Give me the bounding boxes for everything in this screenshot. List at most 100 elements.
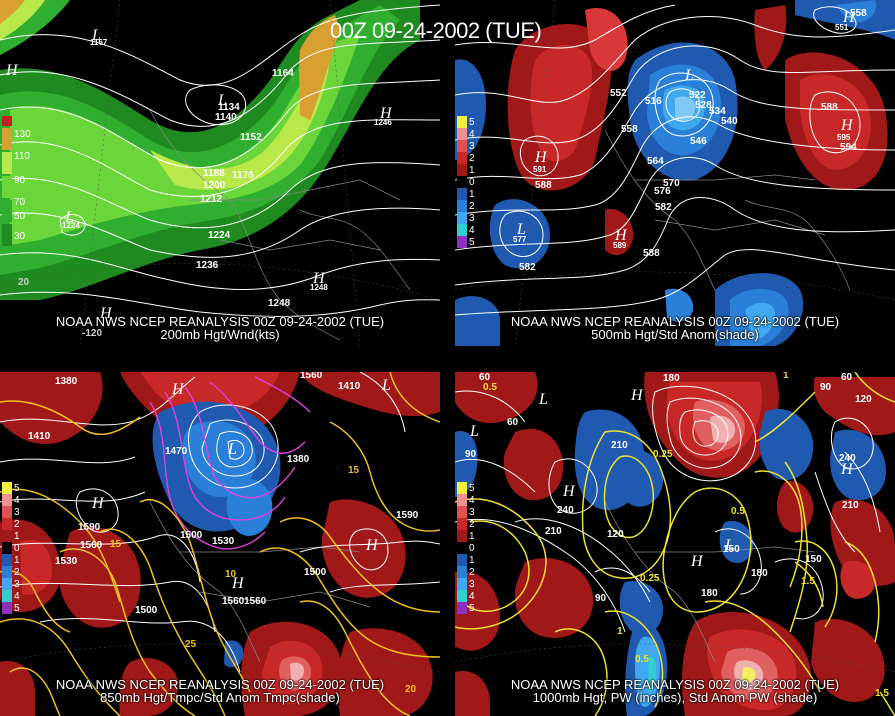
low-center: L bbox=[381, 377, 391, 394]
contour-label: 1380 bbox=[287, 454, 310, 465]
contour-label: 60 bbox=[479, 372, 491, 383]
contour-label: 588 bbox=[535, 180, 552, 191]
contour-label: 1500 bbox=[135, 605, 158, 616]
legend-label: 3 bbox=[14, 507, 20, 518]
contour-label: 210 bbox=[842, 500, 859, 511]
high-center: H bbox=[231, 575, 245, 592]
legend-swatch bbox=[457, 554, 467, 566]
high-center: H bbox=[690, 553, 704, 570]
legend-label: 1 bbox=[14, 555, 20, 566]
legend-swatch bbox=[457, 506, 467, 518]
contour-label: 180 bbox=[751, 568, 768, 579]
contour-label: 210 bbox=[611, 440, 628, 451]
legend-swatch bbox=[457, 518, 467, 530]
wind-legend: 130 110 90 70 50 30 bbox=[2, 116, 32, 256]
high-center: H bbox=[171, 381, 185, 398]
legend-swatch bbox=[457, 164, 467, 176]
low-center: L bbox=[516, 221, 526, 238]
contour-label: 1500 bbox=[180, 530, 203, 541]
contour-label: 1164 bbox=[272, 68, 294, 79]
contour-label: 534 bbox=[709, 106, 726, 117]
pw-label: 1 bbox=[617, 626, 623, 637]
legend-label: 4 bbox=[469, 591, 475, 602]
contour-label: 564 bbox=[647, 156, 664, 167]
lon-label: -120 bbox=[82, 328, 102, 339]
low-center: L bbox=[227, 441, 237, 458]
high-center: H bbox=[5, 62, 19, 79]
high-center: H bbox=[379, 105, 393, 122]
legend-swatch bbox=[457, 566, 467, 578]
legend-label: 0 bbox=[469, 177, 475, 188]
legend-swatch bbox=[457, 542, 467, 554]
legend-swatch bbox=[2, 590, 12, 602]
pw-label: 0.5 bbox=[483, 382, 497, 393]
pw-label: 1.5 bbox=[801, 576, 815, 587]
high-center: H bbox=[365, 537, 379, 554]
contour-label: 577 bbox=[513, 235, 527, 244]
contour-label: 1560 bbox=[244, 596, 267, 607]
contour-label: 1176 bbox=[232, 170, 254, 181]
legend-label: 30 bbox=[14, 231, 26, 242]
high-center: H bbox=[99, 305, 113, 322]
map-500mb: 552 558 516 522 528 534 540 546 564 570 … bbox=[455, 0, 895, 346]
legend-label: 50 bbox=[14, 211, 26, 222]
contour-label: 150 bbox=[723, 544, 740, 555]
legend-label: 5 bbox=[14, 483, 20, 494]
anomaly-legend: 5 4 3 2 1 0 1 2 3 4 5 bbox=[457, 482, 487, 622]
contour-label: 240 bbox=[839, 453, 856, 464]
contour-label: 528 bbox=[695, 100, 712, 111]
legend-label: 2 bbox=[14, 519, 20, 530]
panel-caption: NOAA NWS NCEP REANALYSIS 00Z 09-24-2002 … bbox=[455, 678, 895, 704]
panel-caption: NOAA NWS NCEP REANALYSIS 00Z 09-24-2002 … bbox=[455, 315, 895, 341]
pw-label: 0.5 bbox=[635, 654, 649, 665]
legend-swatch bbox=[2, 506, 12, 518]
contour-label: 1212 bbox=[200, 194, 223, 205]
contour-label: 591 bbox=[533, 165, 547, 174]
legend-label: 2 bbox=[469, 153, 475, 164]
high-center: H bbox=[91, 495, 105, 512]
pw-label: 0.5 bbox=[731, 506, 745, 517]
legend-label: 5 bbox=[14, 603, 20, 614]
legend-label: 5 bbox=[469, 117, 475, 128]
low-center: L bbox=[684, 67, 694, 84]
temp-label: 20 bbox=[405, 684, 417, 695]
legend-label: 0 bbox=[14, 543, 20, 554]
caption-line-1: NOAA NWS NCEP REANALYSIS 00Z 09-24-2002 … bbox=[510, 314, 840, 329]
contour-label: 210 bbox=[545, 526, 562, 537]
contour-label: 90 bbox=[820, 382, 832, 393]
legend-label: 3 bbox=[469, 507, 475, 518]
contour-label: 1530 bbox=[212, 536, 235, 547]
legend-label: 4 bbox=[469, 225, 475, 236]
contour-label: 582 bbox=[519, 262, 536, 273]
contour-label: 1224 bbox=[208, 230, 231, 241]
pw-label: 1.5 bbox=[875, 688, 889, 699]
legend-label: 70 bbox=[14, 197, 26, 208]
legend-label: 2 bbox=[14, 567, 20, 578]
high-center: H bbox=[562, 483, 576, 500]
contour-label: 1560 bbox=[300, 372, 323, 381]
caption-line-2: 1000mb Hgt, PW (inches), Std Anom PW (sh… bbox=[532, 690, 818, 705]
anomaly-legend: 5 4 3 2 1 0 1 2 3 4 5 bbox=[457, 116, 487, 256]
contour-label: 1530 bbox=[55, 556, 78, 567]
legend-swatch bbox=[2, 578, 12, 590]
legend-swatch bbox=[457, 176, 467, 188]
legend-swatch bbox=[2, 116, 12, 126]
contour-label: 1560 bbox=[222, 596, 245, 607]
legend-label: 90 bbox=[14, 175, 26, 186]
legend-swatch bbox=[2, 542, 12, 554]
contour-label: 150 bbox=[805, 554, 822, 565]
contour-label: 1152 bbox=[240, 132, 262, 143]
contour-label: 180 bbox=[663, 373, 680, 384]
legend-label: 3 bbox=[14, 579, 20, 590]
contour-label: 570 bbox=[663, 178, 680, 189]
contour-label: 546 bbox=[690, 136, 707, 147]
legend-swatch bbox=[2, 530, 12, 542]
high-center: H bbox=[614, 227, 628, 244]
temp-label: 15 bbox=[110, 539, 122, 550]
contour-label: 1140 bbox=[215, 112, 237, 123]
legend-swatch bbox=[457, 128, 467, 140]
legend-swatch bbox=[457, 152, 467, 164]
legend-swatch bbox=[2, 566, 12, 578]
pw-label: 1 bbox=[783, 372, 789, 381]
legend-swatch bbox=[457, 188, 467, 200]
